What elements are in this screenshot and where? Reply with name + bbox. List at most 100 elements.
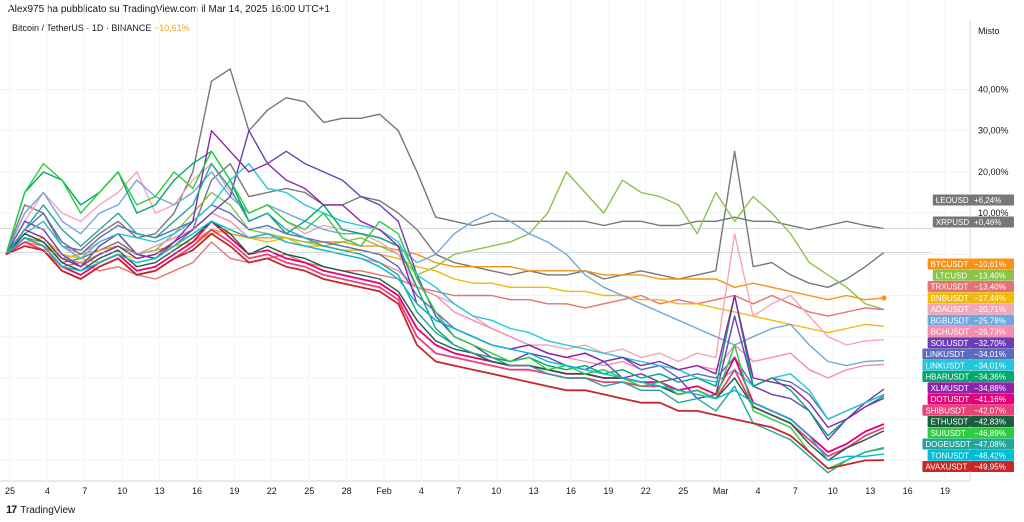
y-tick-label: 20,00% bbox=[978, 167, 1009, 177]
badge-value: −26,73% bbox=[974, 328, 1006, 337]
x-tick-label: 25 bbox=[678, 486, 688, 496]
badge-name-bg bbox=[927, 416, 970, 427]
x-tick-label: 7 bbox=[793, 486, 798, 496]
badge-value-bg bbox=[970, 292, 1014, 304]
badge-value-bg bbox=[970, 314, 1014, 326]
series-labels: LEOUSD +6,24%XRPUSD +0,46%BTCUSDT −10,61%LT… bbox=[0, 194, 1014, 472]
x-tick-label: 25 bbox=[5, 486, 15, 496]
series-badge-avaxusdt: AVAXUSDT −49,95% bbox=[922, 461, 1014, 472]
badge-name: DOGEUSDT bbox=[925, 440, 970, 449]
x-tick-label: 10 bbox=[491, 486, 501, 496]
series-badge-hbarusdt: HBARUSDT −34,36% bbox=[922, 371, 1014, 382]
series-badge-xlmusdt: XLMUSDT −34,88% bbox=[927, 382, 1014, 394]
badge-name: XLMUSDT bbox=[931, 384, 969, 393]
x-tick-label: Feb bbox=[376, 486, 392, 496]
series-line-tonusdt bbox=[5, 220, 885, 462]
badge-name-bg bbox=[922, 461, 970, 472]
badge-name-bg bbox=[932, 194, 970, 206]
badge-value: −48,42% bbox=[974, 451, 1006, 460]
series-badge-tonusdt: TONUSDT −48,42% bbox=[927, 449, 1014, 461]
badge-name: ETHUSDT bbox=[931, 418, 969, 427]
y-tick-label: 40,00% bbox=[978, 84, 1009, 94]
series-badge-adausdt: ADAUSDT −20,71% bbox=[927, 303, 1014, 315]
scale-mode-label[interactable]: Misto bbox=[978, 26, 1000, 36]
badge-value: −20,71% bbox=[974, 305, 1006, 314]
x-tick-label: 25 bbox=[304, 486, 314, 496]
series-line-ethusdt bbox=[5, 220, 885, 462]
badge-value: −13,40% bbox=[974, 271, 1006, 280]
badge-name-bg bbox=[927, 303, 970, 315]
badge-name-bg bbox=[922, 348, 970, 360]
x-tick-label: 16 bbox=[903, 486, 913, 496]
y-tick-label: 10,00% bbox=[978, 208, 1009, 218]
series-line-trxusdt bbox=[5, 241, 885, 317]
x-tick-label: 7 bbox=[82, 486, 87, 496]
badge-name-bg bbox=[927, 449, 970, 461]
badge-name-bg bbox=[922, 371, 970, 382]
x-tick-label: 13 bbox=[529, 486, 539, 496]
symbol-name: Bitcoin / TetherUS · 1D · BINANCE bbox=[12, 23, 152, 33]
badge-name: TONUSDT bbox=[931, 451, 970, 460]
badge-name-bg bbox=[927, 382, 970, 394]
x-tick-label: 16 bbox=[566, 486, 576, 496]
x-tick-label: 19 bbox=[940, 486, 950, 496]
badge-name-bg bbox=[922, 404, 970, 416]
badge-value: −46,89% bbox=[974, 429, 1006, 438]
series-badge-bnbusdt: BNBUSDT −17,44% bbox=[927, 292, 1014, 304]
series-badge-bchusdt: BCHUSDT −26,73% bbox=[927, 326, 1014, 337]
series-badge-trxusdt: TRXUSDT −13,40% bbox=[927, 281, 1014, 292]
badge-value-bg bbox=[970, 359, 1014, 371]
x-tick-label: 16 bbox=[192, 486, 202, 496]
series-line-bchusdt bbox=[5, 212, 885, 379]
badge-name: LINKUSDT bbox=[925, 361, 965, 370]
badge-name: LTCUSD bbox=[936, 271, 968, 280]
y-axis: 40,00% 30,00% 20,00% 10,00% bbox=[978, 84, 1009, 218]
series-line-avaxusdt bbox=[5, 232, 885, 470]
badge-value-bg bbox=[970, 461, 1014, 472]
x-tick-label: 22 bbox=[641, 486, 651, 496]
badge-value-bg bbox=[970, 303, 1014, 315]
badge-name-bg bbox=[927, 393, 970, 405]
badge-name: ADAUSDT bbox=[931, 305, 969, 314]
series-line-dogeusdt bbox=[5, 162, 885, 474]
series-line-ltcusd bbox=[5, 171, 885, 311]
badge-name: BCHUSDT bbox=[931, 328, 970, 337]
badge-value-bg bbox=[970, 348, 1014, 360]
series-badge-suiusdt: SUIUSDT −46,89% bbox=[927, 427, 1014, 439]
x-tick-label: 7 bbox=[456, 486, 461, 496]
series-badge-dotusdt: DOTUSDT −41,16% bbox=[927, 393, 1014, 405]
badge-value-bg bbox=[970, 449, 1014, 461]
x-tick-label: 22 bbox=[267, 486, 277, 496]
badge-name: SHIBUSDT bbox=[925, 406, 966, 415]
badge-value-bg bbox=[970, 269, 1014, 281]
badge-name: LEOUSD bbox=[936, 196, 969, 205]
badge-value: −49,95% bbox=[974, 463, 1006, 472]
badge-value: −25,78% bbox=[974, 316, 1006, 325]
badge-value: −32,70% bbox=[974, 339, 1006, 348]
grid bbox=[0, 20, 971, 482]
x-tick-label: 13 bbox=[155, 486, 165, 496]
series-line-leousd bbox=[5, 68, 885, 255]
series-line-linkusdt bbox=[5, 162, 885, 420]
badge-name-bg bbox=[927, 314, 970, 326]
badge-value-bg bbox=[970, 326, 1014, 337]
badge-value-bg bbox=[970, 281, 1014, 292]
x-tick-label: 4 bbox=[45, 486, 50, 496]
badge-value-bg bbox=[970, 404, 1014, 416]
x-tick-label: 10 bbox=[828, 486, 838, 496]
series-line-bnbusdt bbox=[5, 228, 885, 334]
badge-value: −10,61% bbox=[974, 260, 1006, 269]
series-line-dotusdt bbox=[5, 220, 885, 454]
badge-value-bg bbox=[970, 337, 1014, 349]
badge-name-bg bbox=[927, 258, 970, 270]
series-line-solusdt bbox=[5, 129, 885, 441]
badge-name-bg bbox=[932, 269, 970, 281]
y-tick-label: 30,00% bbox=[978, 126, 1009, 136]
x-tick-label: Mar bbox=[713, 486, 729, 496]
series-badge-linkusdt: LINKUSDT −34,01% bbox=[922, 348, 1014, 360]
series-badge-linkusdt: LINKUSDT −34,01% bbox=[922, 359, 1014, 371]
badge-name-bg bbox=[927, 326, 970, 337]
x-tick-label: 19 bbox=[603, 486, 613, 496]
badge-value-bg bbox=[970, 194, 1014, 206]
